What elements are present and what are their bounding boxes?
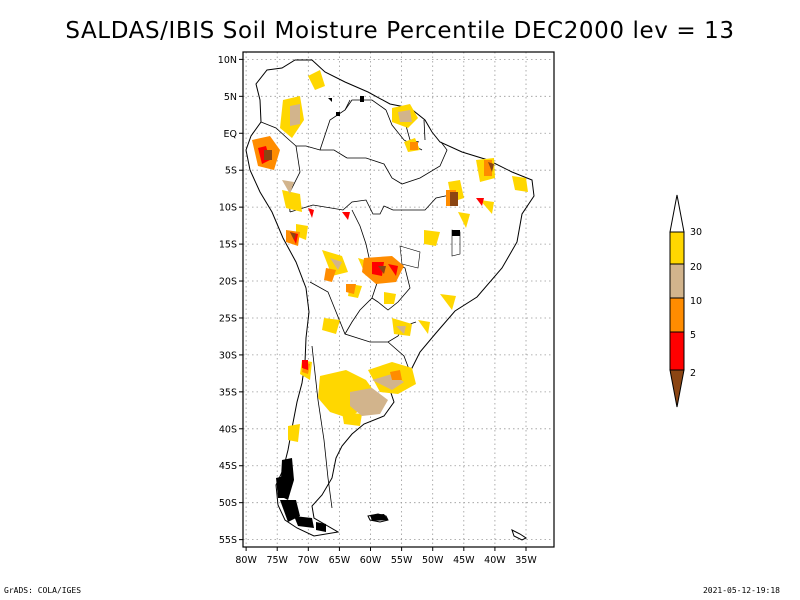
lat-tick-label: 5S [225,166,237,177]
lon-tick-label: 35W [515,555,537,566]
lat-tick-label: 50S [219,498,237,509]
legend-box-tan [669,263,685,299]
lat-tick-label: 20S [219,277,237,288]
legend-box-red [669,331,685,371]
legend-label-20: 20 [690,262,702,273]
lon-tick-label: 60W [360,555,382,566]
lon-tick-label: 75W [266,555,288,566]
lat-tick-label: 55S [219,535,237,546]
map-content [245,59,535,541]
legend-label-2: 2 [690,368,696,379]
lat-tick-label: 10N [218,55,237,66]
lat-tick-label: 40S [219,424,237,435]
legend-box-orange [669,297,685,333]
lon-tick-label: 70W [298,555,320,566]
lat-tick-label: 5N [224,92,237,103]
lat-tick-label: 30S [219,350,237,361]
lat-tick-label: 35S [219,387,237,398]
longitude-labels: 80W 75W 70W 65W 60W 55W 50W 45W 40W 35W [235,547,537,566]
lon-tick-label: 80W [235,555,257,566]
legend-top-triangle [669,194,685,233]
lon-tick-label: 45W [453,555,475,566]
lon-tick-label: 65W [329,555,351,566]
map-title: SALDAS/IBIS Soil Moisture Percentile DEC… [65,18,735,44]
lat-tick-label: 25S [219,313,237,324]
legend-box-gold [669,231,685,265]
legend-bottom-triangle [669,369,685,408]
south-america-coastline [245,59,535,537]
soil-moisture-shading [252,70,528,532]
lat-tick-label: 15S [219,240,237,251]
lat-tick-label: 45S [219,461,237,472]
lat-tick-label: 10S [219,203,237,214]
map-frame [242,51,555,548]
country-borders [260,99,451,509]
lon-tick-label: 40W [484,555,506,566]
latitude-labels: 10N 5N EQ 5S 10S 15S 20S 25S 30S 35S 40S 45S 50S 55S [218,55,243,546]
legend-label-10: 10 [690,296,702,307]
lon-tick-label: 55W [391,555,413,566]
color-legend: 30 20 10 5 2 [669,194,702,408]
footer-credit: GrADS: COLA/IGES [4,586,82,595]
footer-timestamp: 2021-05-12-19:18 [702,586,780,595]
lat-tick-label: EQ [224,129,237,140]
lon-tick-label: 50W [422,555,444,566]
legend-label-30: 30 [690,227,702,238]
south-georgia [511,529,527,541]
legend-label-5: 5 [690,330,696,341]
